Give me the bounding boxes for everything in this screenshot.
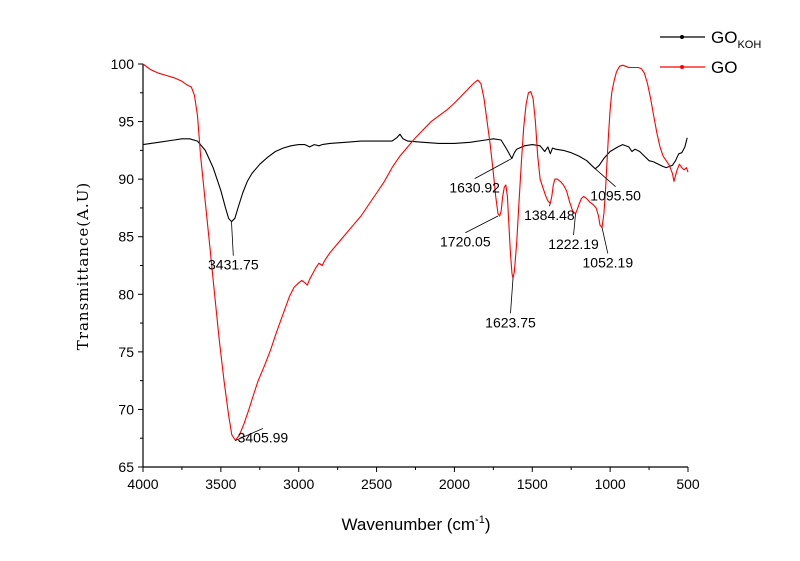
legend-swatch-marker [680, 35, 684, 39]
annotation-leader [231, 221, 234, 256]
annotation-leader [549, 203, 551, 207]
y-tick-label: 90 [118, 171, 134, 187]
y-axis-ticks: 65 70 75 80 85 90 95 100 [111, 56, 143, 475]
x-tick-label: 4000 [127, 476, 158, 492]
annotation-leader [601, 227, 609, 254]
annotation-label: 1384.48 [524, 207, 575, 223]
annotation-label: 3431.75 [208, 257, 259, 273]
legend-label: GOKOH [711, 28, 761, 51]
x-tick-label: 2500 [361, 476, 392, 492]
legend: GOKOH GO [660, 28, 761, 77]
series-line-go-koh [142, 133, 688, 223]
x-axis-title: Wavenumber (cm-1) [342, 514, 491, 534]
y-tick-label: 65 [118, 459, 134, 475]
annotation-label: 1630.92 [449, 180, 500, 196]
y-tick-label: 100 [111, 56, 135, 72]
annotation-label: 1623.75 [485, 314, 536, 330]
annotation-label: 3405.99 [238, 429, 289, 445]
x-tick-label: 3500 [205, 476, 236, 492]
x-tick-label: 1500 [517, 476, 548, 492]
annotation-leader [235, 428, 264, 441]
series-layer [142, 63, 689, 442]
annotation-label: 1222.19 [548, 236, 599, 252]
annotations-layer: 3431.75 3405.99 1630.92 1720.05 1623.75 1384.… [208, 158, 641, 445]
annotation-leader [465, 215, 499, 234]
annotation-leader [573, 213, 576, 236]
y-tick-label: 85 [118, 229, 134, 245]
x-tick-label: 3000 [283, 476, 314, 492]
annotation-label: 1052.19 [583, 254, 634, 270]
legend-swatch-marker [680, 65, 684, 69]
y-axis-title: Transmittance(A.U) [74, 182, 92, 350]
y-tick-label: 70 [118, 401, 134, 417]
annotation-label: 1095.50 [590, 188, 641, 204]
annotation-leader [474, 158, 513, 179]
annotation-leader [510, 278, 514, 314]
annotation-leader [595, 168, 616, 187]
y-tick-label: 95 [118, 114, 134, 130]
x-axis-ticks: 4000 3500 3000 2500 2000 1500 1000 500 [127, 467, 700, 492]
x-tick-label: 2000 [439, 476, 470, 492]
y-tick-label: 75 [118, 344, 134, 360]
series-line-go [142, 63, 689, 442]
annotation-label: 1720.05 [440, 234, 491, 250]
x-tick-label: 500 [676, 476, 700, 492]
y-tick-label: 80 [118, 286, 134, 302]
x-tick-label: 1000 [595, 476, 626, 492]
legend-label: GO [711, 58, 737, 77]
